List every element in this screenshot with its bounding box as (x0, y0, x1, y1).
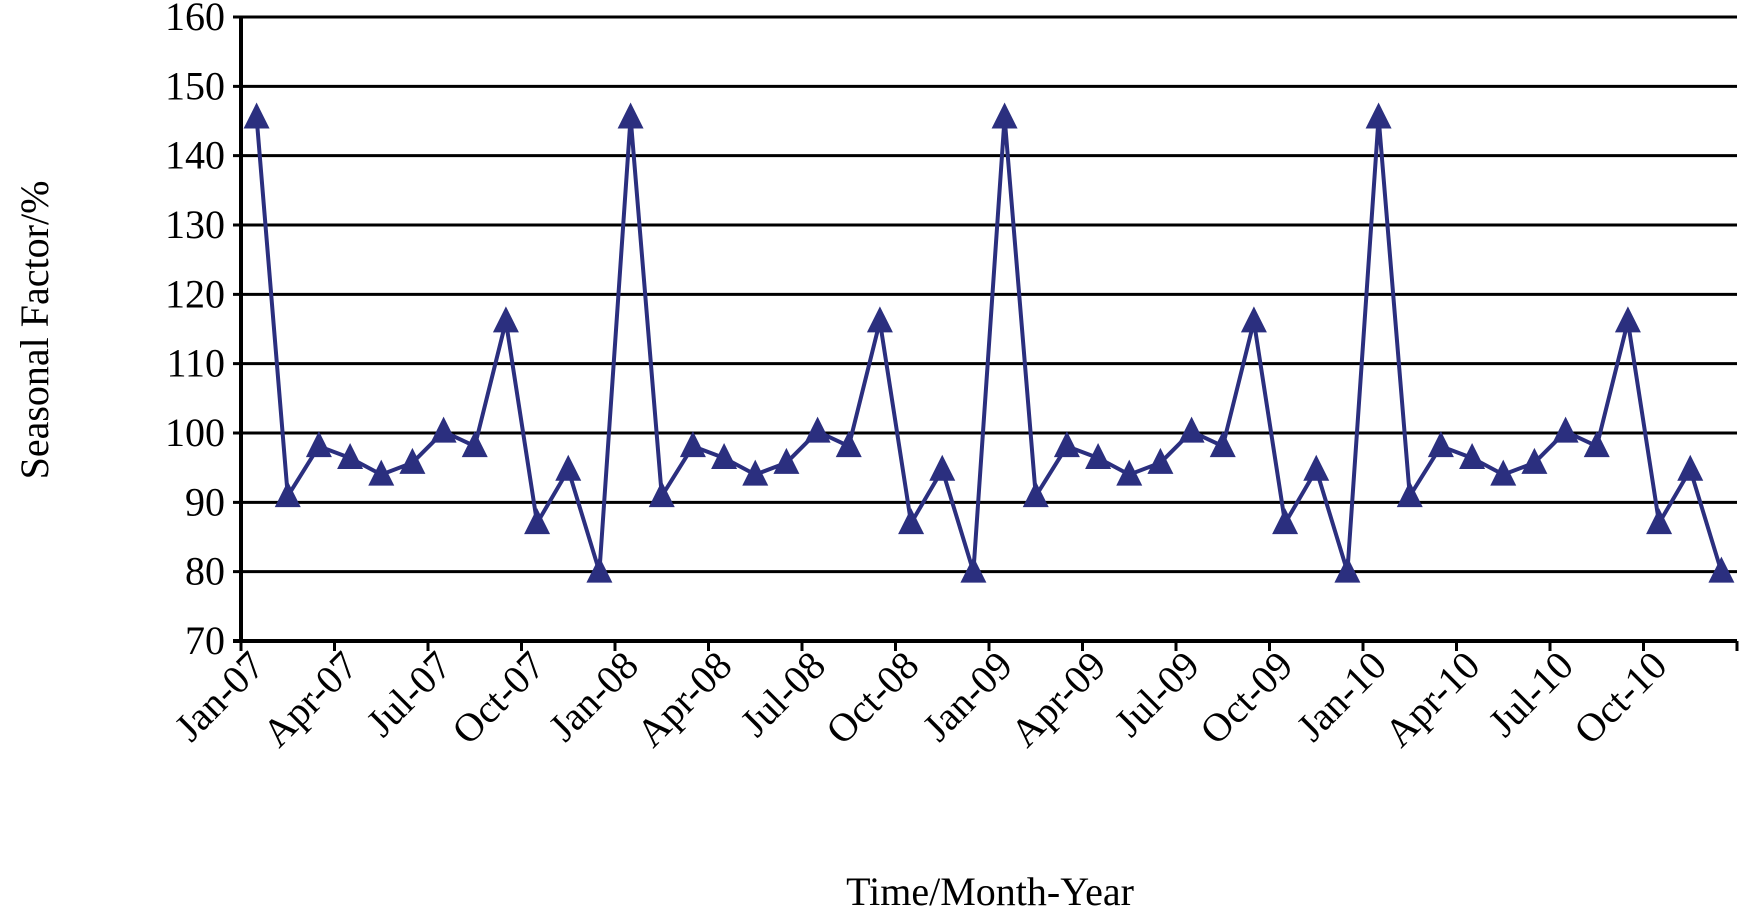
data-point-triangle (835, 431, 862, 458)
data-point-triangle (1209, 431, 1236, 458)
y-tick-label: 150 (165, 63, 225, 108)
x-tick-label: Apr-07 (253, 643, 366, 756)
data-point-triangle (1365, 102, 1392, 129)
data-point-triangle (773, 447, 800, 474)
data-point-triangle (1334, 556, 1361, 583)
data-point-triangle (1708, 556, 1735, 583)
x-tick-labels: Jan-07Apr-07Jul-07Oct-07Jan-08Apr-08Jul-… (166, 643, 1676, 756)
data-point-triangle (368, 459, 395, 486)
x-tick-label: Jan-08 (540, 643, 647, 750)
data-point-triangle (1521, 447, 1548, 474)
data-point-triangle (430, 416, 457, 443)
data-point-triangle (274, 481, 301, 508)
data-point-triangle (305, 431, 332, 458)
data-point-triangle (898, 508, 925, 535)
data-point-triangle (1646, 508, 1673, 535)
data-point-triangle (337, 442, 364, 469)
y-tick-label: 130 (165, 202, 225, 247)
series-seasonal-factor (243, 102, 1735, 583)
x-tick-label: Oct-09 (1191, 643, 1301, 753)
x-tick-label: Jul-07 (357, 643, 460, 746)
x-tick-label: Jul-09 (1105, 643, 1208, 746)
x-tick-label: Oct-10 (1565, 643, 1675, 753)
data-point-triangle (524, 508, 551, 535)
x-tick-label: Jul-08 (731, 643, 834, 746)
x-tick-label: Apr-09 (1001, 643, 1114, 756)
data-point-triangle (1178, 416, 1205, 443)
data-point-triangle (1147, 447, 1174, 474)
data-point-triangle (1459, 442, 1486, 469)
x-tick-label: Oct-08 (817, 643, 927, 753)
y-tick-label: 120 (165, 271, 225, 316)
data-point-triangle (1427, 431, 1454, 458)
y-tick-label: 100 (165, 410, 225, 455)
data-point-triangle (1116, 459, 1143, 486)
data-point-triangle (1583, 431, 1610, 458)
data-point-triangle (711, 442, 738, 469)
data-point-triangle (1490, 459, 1517, 486)
data-point-triangle (1272, 508, 1299, 535)
x-tick-label: Jan-10 (1288, 643, 1395, 750)
x-axis-title: Time/Month-Year (846, 869, 1134, 914)
x-tick-label: Oct-07 (443, 643, 553, 753)
data-point-triangle (617, 102, 644, 129)
data-point-triangle (648, 481, 675, 508)
y-tick-label: 140 (165, 133, 225, 178)
data-point-triangle (1085, 442, 1112, 469)
data-point-triangle (866, 306, 893, 333)
data-point-triangle (461, 431, 488, 458)
data-point-triangle (679, 431, 706, 458)
data-point-triangle (586, 556, 613, 583)
y-tick-label: 90 (185, 479, 225, 524)
data-point-triangle (1240, 306, 1267, 333)
y-tick-label: 110 (166, 341, 225, 386)
axes (233, 17, 1739, 651)
data-point-triangle (1677, 454, 1704, 481)
x-tick-label: Jan-09 (914, 643, 1021, 750)
data-point-triangle (1022, 481, 1049, 508)
y-axis-title: Seasonal Factor/% (12, 181, 57, 480)
x-tick-label: Apr-10 (1375, 643, 1488, 756)
y-tick-label: 70 (185, 618, 225, 663)
data-point-triangle (929, 454, 956, 481)
x-tick-label: Apr-08 (627, 643, 740, 756)
data-point-triangle (555, 454, 582, 481)
gridlines (233, 15, 1737, 574)
y-tick-labels: 70 80 90 100 110 120 130 140 150 160 (165, 0, 225, 663)
x-tick-label: Jul-10 (1479, 643, 1582, 746)
data-point-triangle (1053, 431, 1080, 458)
data-point-triangle (1303, 454, 1330, 481)
y-tick-label: 80 (185, 549, 225, 594)
data-point-triangle (960, 556, 987, 583)
data-point-triangle (1552, 416, 1579, 443)
data-point-triangle (399, 447, 426, 474)
data-point-triangle (492, 306, 519, 333)
data-point-triangle (991, 102, 1018, 129)
data-point-triangle (742, 459, 769, 486)
data-point-triangle (243, 102, 270, 129)
data-point-triangle (1614, 306, 1641, 333)
data-point-triangle (1396, 481, 1423, 508)
y-tick-label: 160 (165, 0, 225, 39)
data-point-triangle (804, 416, 831, 443)
